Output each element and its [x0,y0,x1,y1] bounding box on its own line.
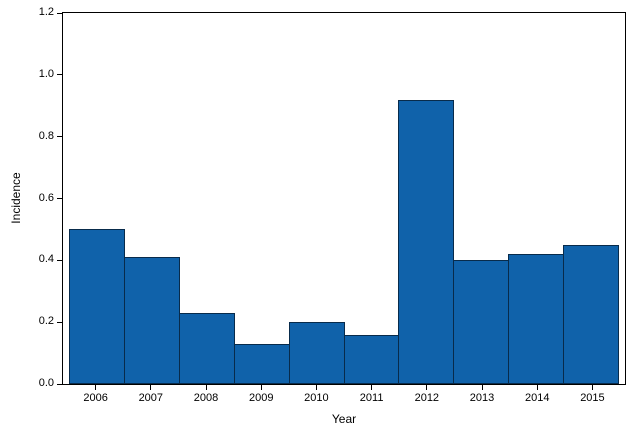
y-tick-label: 0.4 [38,253,54,266]
x-tick-label: 2007 [138,392,164,404]
bar-2009 [233,343,290,384]
x-tick-label-cell: 2006 [68,392,123,405]
y-tick-mark [57,321,63,323]
bars-layer [63,13,625,384]
x-tick-label-cell: 2013 [454,392,509,405]
x-tick-label: 2013 [469,392,495,404]
x-tick-mark-cell [344,385,399,390]
x-tick-label-cell: 2014 [510,392,565,405]
x-tick-mark [315,385,317,390]
y-tick-label: 0.8 [38,129,54,142]
y-tick-mark [57,74,63,76]
x-tick-mark [481,385,483,390]
x-tick-mark [205,385,207,390]
x-tick-mark [426,385,428,390]
x-tick-label-cell: 2010 [289,392,344,405]
bar-2013 [453,260,510,384]
x-tick-label-cell: 2007 [123,392,178,405]
x-tick-mark-cell [510,385,565,390]
x-tick-mark [150,385,152,390]
bar-2011 [343,334,400,384]
x-tick-mark-cell [565,385,620,390]
x-tick-label: 2008 [193,392,219,404]
x-tick-label: 2015 [580,392,605,404]
x-tick-label-cell: 2011 [344,392,399,405]
y-tick-label: 1.2 [38,6,54,18]
x-tick-mark-cell [399,385,454,390]
x-tick-label: 2014 [524,392,550,404]
x-axis-tick-labels: 2006 2007 2008 2009 2010 2011 2012 2013 2014 2015 [62,392,626,405]
y-tick-label: 0.0 [38,377,54,389]
x-tick-label-cell: 2008 [178,392,233,405]
plot-area: 0.0 0.2 0.4 0.6 0.8 1.0 1.2 [39,6,626,389]
x-axis-tick-marks [62,385,626,390]
x-tick-mark [371,385,373,390]
bar-2007 [123,257,180,384]
y-tick-label: 0.6 [38,191,54,204]
x-tick-mark [260,385,262,390]
x-tick-mark [591,385,593,390]
bar-2008 [178,312,235,384]
x-tick-label: 2006 [83,392,108,404]
x-tick-mark-cell [68,385,123,390]
x-axis-title: Year [331,412,357,426]
bar-2012 [398,99,455,384]
x-tick-mark-cell [178,385,233,390]
x-tick-label-cell: 2015 [565,392,620,405]
y-tick-mark [57,383,63,385]
bar-2015 [563,244,620,384]
bar-2006 [69,229,125,384]
x-tick-mark-cell [289,385,344,390]
x-tick-mark-cell [454,385,509,390]
bar-2014 [508,254,565,384]
x-tick-label: 2010 [304,392,329,404]
y-tick-label: 0.2 [38,315,54,328]
x-tick-label: 2011 [359,392,384,404]
y-tick-mark [57,259,63,261]
x-tick-mark [95,385,97,390]
x-tick-mark-cell [234,385,289,390]
y-tick-mark [57,198,63,199]
x-tick-label: 2009 [248,392,274,404]
bar-2010 [288,322,345,384]
x-tick-label-cell: 2012 [399,392,454,405]
x-tick-mark [536,385,538,390]
y-tick-label: 1.0 [38,67,54,80]
x-tick-mark-cell [123,385,178,390]
x-tick-label-cell: 2009 [234,392,289,405]
x-tick-label: 2012 [414,392,440,404]
y-tick-mark [57,136,63,138]
y-tick-mark [57,12,63,14]
